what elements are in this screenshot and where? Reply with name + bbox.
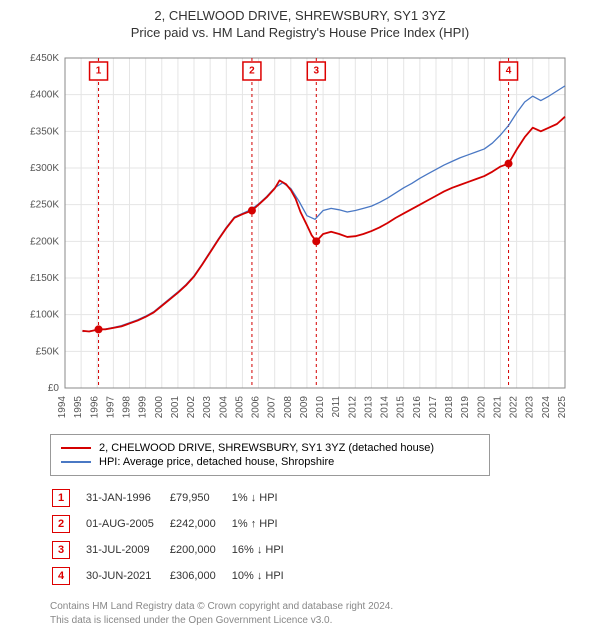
event-row: 4 30-JUN-2021£306,00010% ↓ HPI (52, 564, 298, 588)
svg-text:2020: 2020 (476, 396, 487, 419)
event-price: £306,000 (170, 564, 230, 588)
svg-text:2004: 2004 (218, 396, 229, 419)
svg-text:2003: 2003 (202, 396, 213, 419)
event-row: 1 31-JAN-1996£79,9501% ↓ HPI (52, 486, 298, 510)
legend-label-property: 2, CHELWOOD DRIVE, SHREWSBURY, SY1 3YZ (… (99, 442, 434, 454)
event-row: 3 31-JUL-2009£200,00016% ↓ HPI (52, 538, 298, 562)
svg-text:£250K: £250K (30, 200, 59, 211)
svg-text:1998: 1998 (122, 396, 133, 419)
svg-text:2013: 2013 (363, 396, 374, 419)
svg-text:2002: 2002 (186, 396, 197, 419)
svg-text:2023: 2023 (525, 396, 536, 419)
svg-text:2005: 2005 (234, 396, 245, 419)
event-delta: 1% ↓ HPI (232, 486, 298, 510)
svg-text:2010: 2010 (315, 396, 326, 419)
svg-text:3: 3 (314, 66, 320, 77)
svg-text:£150K: £150K (30, 273, 59, 284)
svg-text:1995: 1995 (73, 396, 84, 419)
svg-text:2: 2 (249, 66, 255, 77)
event-date: 30-JUN-2021 (86, 564, 168, 588)
legend-row-hpi: HPI: Average price, detached house, Shro… (61, 455, 479, 469)
svg-text:2016: 2016 (412, 396, 423, 419)
legend-row-property: 2, CHELWOOD DRIVE, SHREWSBURY, SY1 3YZ (… (61, 441, 479, 455)
svg-text:4: 4 (506, 66, 512, 77)
svg-text:2011: 2011 (331, 396, 342, 418)
svg-text:£400K: £400K (30, 90, 59, 101)
event-price: £200,000 (170, 538, 230, 562)
svg-text:2000: 2000 (154, 396, 165, 419)
chart-area: £0 £50K £100K £150K £200K £250K £300K £350K £400… (10, 48, 590, 428)
svg-text:2001: 2001 (170, 396, 181, 419)
event-row: 2 01-AUG-2005£242,0001% ↑ HPI (52, 512, 298, 536)
event-marker: 1 (52, 489, 70, 507)
svg-text:2007: 2007 (267, 396, 278, 419)
title-subtitle: Price paid vs. HM Land Registry's House … (10, 25, 590, 40)
footer: Contains HM Land Registry data © Crown c… (50, 600, 590, 628)
svg-text:£300K: £300K (30, 163, 59, 174)
svg-text:2012: 2012 (347, 396, 358, 419)
event-delta: 10% ↓ HPI (232, 564, 298, 588)
legend-swatch-hpi (61, 461, 91, 463)
event-delta: 1% ↑ HPI (232, 512, 298, 536)
event-marker: 3 (52, 541, 70, 559)
event-marker: 2 (52, 515, 70, 533)
svg-text:2021: 2021 (492, 396, 503, 419)
svg-text:2014: 2014 (380, 396, 391, 419)
svg-text:1: 1 (96, 66, 102, 77)
footer-line2: This data is licensed under the Open Gov… (50, 614, 590, 628)
footer-line1: Contains HM Land Registry data © Crown c… (50, 600, 590, 614)
legend-label-hpi: HPI: Average price, detached house, Shro… (99, 456, 334, 468)
svg-text:£450K: £450K (30, 53, 59, 64)
svg-text:£50K: £50K (36, 346, 60, 357)
legend: 2, CHELWOOD DRIVE, SHREWSBURY, SY1 3YZ (… (50, 434, 490, 476)
svg-text:2017: 2017 (428, 396, 439, 419)
svg-text:1996: 1996 (89, 396, 100, 419)
event-date: 31-JAN-1996 (86, 486, 168, 510)
event-price: £79,950 (170, 486, 230, 510)
event-price: £242,000 (170, 512, 230, 536)
svg-text:2025: 2025 (557, 396, 568, 419)
chart-container: 2, CHELWOOD DRIVE, SHREWSBURY, SY1 3YZ P… (0, 0, 600, 636)
svg-text:£100K: £100K (30, 310, 59, 321)
svg-text:2008: 2008 (283, 396, 294, 419)
event-date: 31-JUL-2009 (86, 538, 168, 562)
svg-text:1994: 1994 (57, 396, 68, 419)
event-date: 01-AUG-2005 (86, 512, 168, 536)
svg-text:1997: 1997 (105, 396, 116, 419)
svg-text:2022: 2022 (509, 396, 520, 419)
svg-text:2009: 2009 (299, 396, 310, 419)
event-marker: 4 (52, 567, 70, 585)
title-address: 2, CHELWOOD DRIVE, SHREWSBURY, SY1 3YZ (10, 8, 590, 23)
svg-text:2006: 2006 (251, 396, 262, 419)
svg-text:£350K: £350K (30, 126, 59, 137)
legend-swatch-property (61, 447, 91, 449)
svg-text:2019: 2019 (460, 396, 471, 419)
events-table: 131-JAN-1996£79,9501% ↓ HPI201-AUG-2005£… (50, 484, 300, 590)
svg-text:2024: 2024 (541, 396, 552, 419)
svg-text:£0: £0 (48, 383, 60, 394)
event-delta: 16% ↓ HPI (232, 538, 298, 562)
price-chart: £0 £50K £100K £150K £200K £250K £300K £350K £400… (10, 48, 590, 428)
svg-text:1999: 1999 (138, 396, 149, 419)
svg-text:2018: 2018 (444, 396, 455, 419)
svg-text:£200K: £200K (30, 236, 59, 247)
svg-text:2015: 2015 (396, 396, 407, 419)
